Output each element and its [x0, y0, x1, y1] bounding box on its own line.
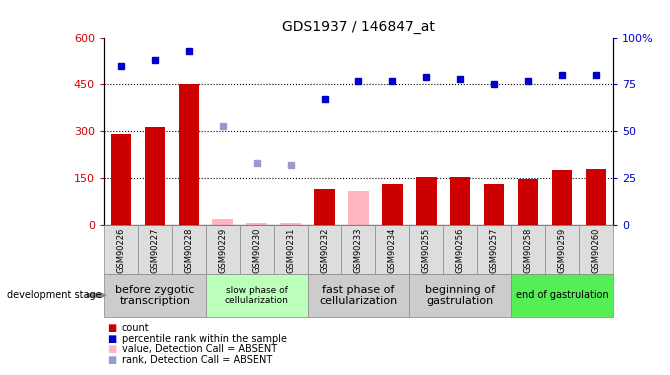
- Bar: [409, 274, 511, 317]
- Text: GSM90256: GSM90256: [456, 227, 465, 273]
- Text: count: count: [122, 323, 149, 333]
- Bar: [308, 225, 342, 274]
- Bar: [172, 225, 206, 274]
- Bar: [416, 177, 437, 225]
- Bar: [444, 225, 477, 274]
- Bar: [409, 225, 444, 274]
- Bar: [348, 190, 369, 225]
- Text: ■: ■: [107, 355, 117, 364]
- Bar: [145, 127, 165, 225]
- Text: ■: ■: [107, 334, 117, 344]
- Bar: [212, 219, 233, 225]
- Bar: [579, 225, 613, 274]
- Text: GSM90255: GSM90255: [422, 227, 431, 273]
- Text: beginning of
gastrulation: beginning of gastrulation: [425, 285, 495, 306]
- Text: GSM90257: GSM90257: [490, 227, 498, 273]
- Text: GSM90234: GSM90234: [388, 227, 397, 273]
- Text: percentile rank within the sample: percentile rank within the sample: [122, 334, 287, 344]
- Bar: [111, 134, 131, 225]
- Bar: [280, 224, 301, 225]
- Bar: [206, 225, 240, 274]
- Bar: [178, 84, 199, 225]
- Bar: [518, 179, 539, 225]
- Bar: [375, 225, 409, 274]
- Text: fast phase of
cellularization: fast phase of cellularization: [320, 285, 397, 306]
- Text: GSM90259: GSM90259: [557, 227, 567, 273]
- Text: GSM90233: GSM90233: [354, 227, 363, 273]
- Bar: [586, 169, 606, 225]
- Text: GSM90228: GSM90228: [184, 227, 193, 273]
- Bar: [206, 274, 308, 317]
- Text: rank, Detection Call = ABSENT: rank, Detection Call = ABSENT: [122, 355, 272, 364]
- Bar: [104, 274, 206, 317]
- Text: ■: ■: [107, 323, 117, 333]
- Text: GSM90227: GSM90227: [150, 227, 159, 273]
- Text: value, Detection Call = ABSENT: value, Detection Call = ABSENT: [122, 344, 277, 354]
- Bar: [138, 225, 172, 274]
- Text: GSM90260: GSM90260: [592, 227, 600, 273]
- Bar: [314, 189, 335, 225]
- Bar: [450, 177, 470, 225]
- Bar: [273, 225, 308, 274]
- Bar: [104, 225, 138, 274]
- Text: end of gastrulation: end of gastrulation: [516, 290, 608, 300]
- Bar: [477, 225, 511, 274]
- Title: GDS1937 / 146847_at: GDS1937 / 146847_at: [282, 20, 435, 34]
- Bar: [511, 274, 613, 317]
- Bar: [552, 170, 572, 225]
- Bar: [240, 225, 273, 274]
- Text: GSM90230: GSM90230: [252, 227, 261, 273]
- Bar: [342, 225, 375, 274]
- Text: before zygotic
transcription: before zygotic transcription: [115, 285, 194, 306]
- Bar: [545, 225, 579, 274]
- Bar: [308, 274, 409, 317]
- Bar: [511, 225, 545, 274]
- Text: GSM90231: GSM90231: [286, 227, 295, 273]
- Text: slow phase of
cellularization: slow phase of cellularization: [224, 286, 289, 305]
- Text: ■: ■: [107, 344, 117, 354]
- Bar: [382, 184, 403, 225]
- Text: development stage: development stage: [7, 290, 101, 300]
- Bar: [247, 224, 267, 225]
- Bar: [484, 184, 505, 225]
- Text: GSM90229: GSM90229: [218, 227, 227, 273]
- Text: GSM90232: GSM90232: [320, 227, 329, 273]
- Text: GSM90226: GSM90226: [117, 227, 125, 273]
- Text: GSM90258: GSM90258: [524, 227, 533, 273]
